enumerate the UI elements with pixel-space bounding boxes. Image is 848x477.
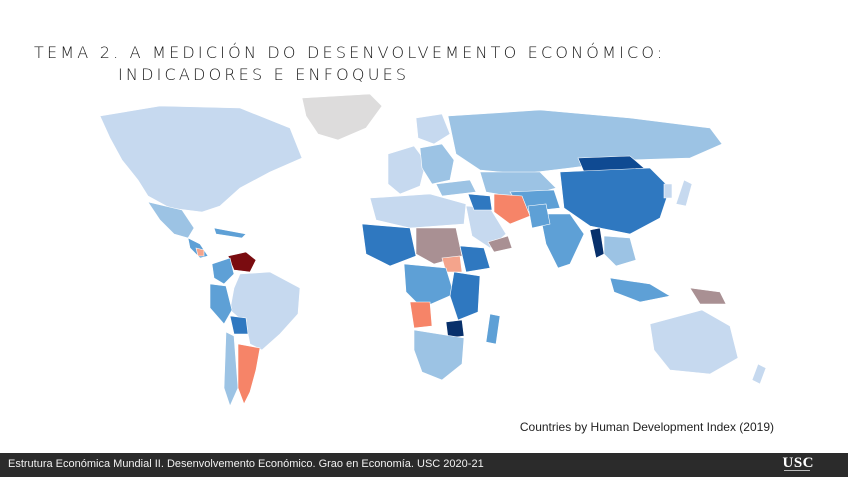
region-korea (663, 183, 673, 199)
region-madagascar (485, 313, 501, 345)
region-europe-east (419, 143, 455, 185)
footer-text: Estrutura Económica Mundial II. Desenvol… (8, 458, 484, 470)
region-papua (689, 287, 727, 305)
region-japan (675, 179, 693, 207)
region-indonesia (609, 277, 671, 303)
title-line-2: INDICADORES E ENFOQUES (118, 65, 410, 84)
region-russia (447, 109, 723, 175)
usc-logo-rule (784, 470, 810, 475)
region-north-africa (369, 193, 467, 229)
region-central-africa (403, 263, 455, 309)
world-map-svg (99, 93, 767, 407)
region-east-africa (449, 271, 481, 321)
region-bolivia (229, 315, 249, 335)
region-southern-africa (413, 329, 465, 381)
region-iran (493, 193, 531, 225)
region-argentina (237, 343, 261, 405)
region-europe-west (387, 145, 427, 195)
region-south-sudan (441, 255, 463, 273)
map-caption: Countries by Human Development Index (20… (519, 420, 774, 434)
region-caribbean (213, 227, 247, 239)
title-line-1: TEMA 2. A MEDICIÓN DO DESENVOLVEMENTO EC… (34, 43, 666, 62)
region-new-zealand (751, 363, 767, 385)
region-myanmar (589, 227, 605, 259)
region-zimbabwe (445, 319, 465, 339)
region-turkey (435, 179, 477, 197)
region-north-america (99, 105, 303, 213)
footer-bar: Estrutura Económica Mundial II. Desenvol… (0, 453, 848, 477)
region-angola (409, 301, 433, 329)
region-india (539, 213, 585, 269)
region-peru (209, 283, 233, 325)
world-hdi-map (70, 88, 830, 418)
region-nicaragua (195, 247, 205, 257)
region-yemen (487, 235, 513, 253)
region-pakistan (527, 203, 551, 229)
usc-logo: USC (782, 455, 814, 471)
slide-title: TEMA 2. A MEDICIÓN DO DESENVOLVEMENTO EC… (34, 42, 666, 86)
region-australia (649, 309, 739, 375)
region-venezuela (227, 251, 257, 273)
region-chile (223, 331, 239, 407)
region-greenland (301, 93, 383, 141)
region-china (559, 167, 671, 235)
region-scandinavia (415, 113, 451, 145)
region-ethiopia (459, 245, 491, 273)
region-iraq-syria (467, 193, 493, 211)
region-colombia (211, 257, 235, 285)
region-west-africa (361, 223, 417, 267)
region-se-asia (603, 235, 637, 267)
region-brazil (229, 271, 301, 351)
